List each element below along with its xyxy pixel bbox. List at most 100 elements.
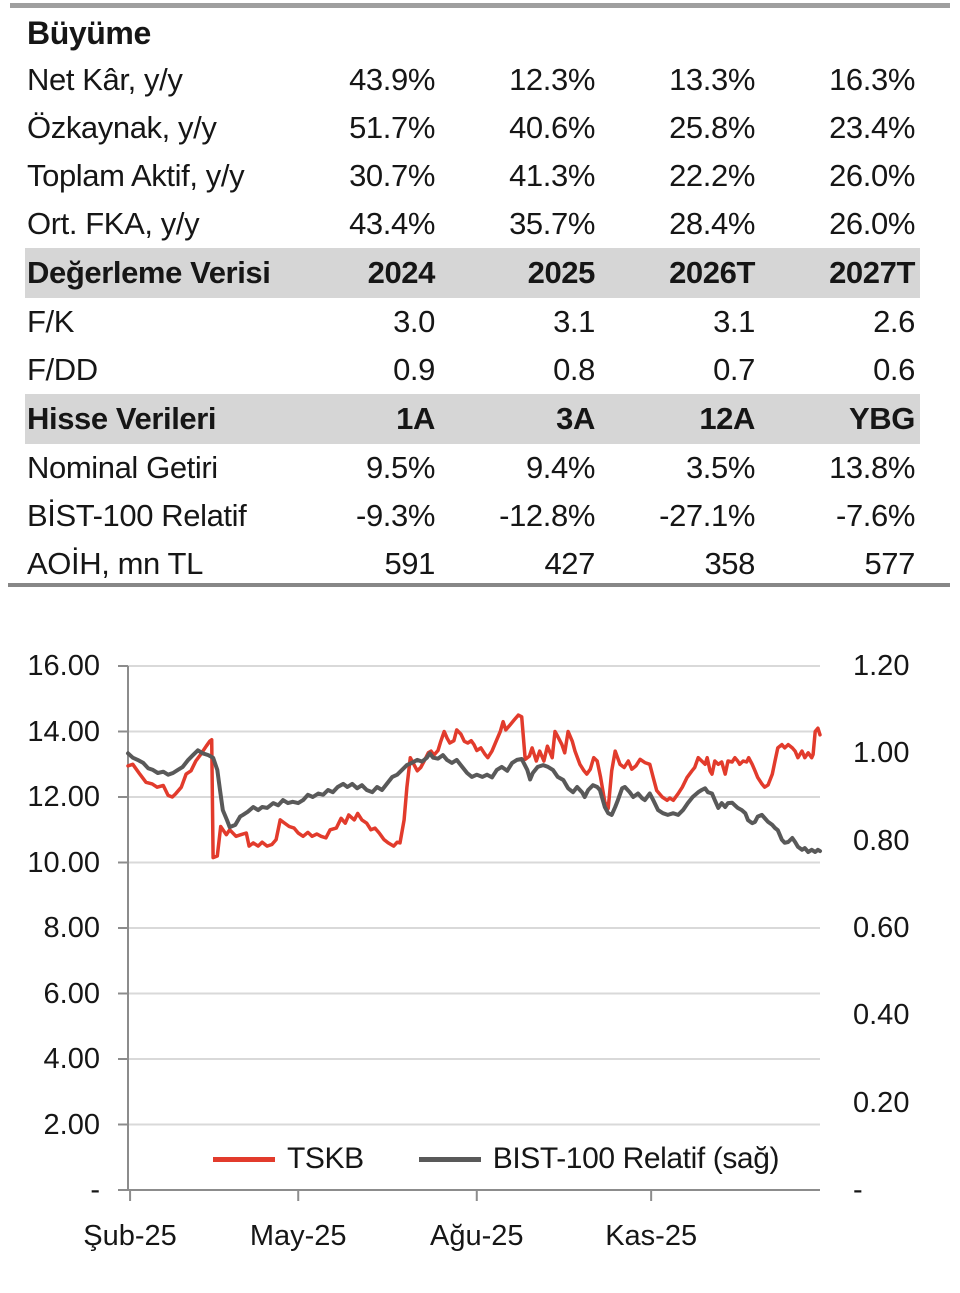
row-value: 43.9% bbox=[349, 62, 435, 97]
table-header-row: Hisse Verileri 1A 3A 12A YBG bbox=[25, 394, 920, 444]
row-value: 0.8 bbox=[553, 352, 595, 387]
row-value: 2027T bbox=[829, 255, 915, 290]
row-value: 0.6 bbox=[873, 352, 915, 387]
row-value: 2.6 bbox=[873, 304, 915, 339]
row-value: 26.0% bbox=[829, 206, 915, 241]
chart-legend: TSKB BIST-100 Relatif (sağ) bbox=[213, 1142, 779, 1176]
row-value: 26.0% bbox=[829, 158, 915, 193]
financial-table: Büyüme Net Kâr, y/y 43.9% 12.3% 13.3% 16.3% Öz… bbox=[25, 10, 920, 588]
x-axis-tick-label: Kas-25 bbox=[605, 1220, 698, 1252]
legend-item-bist100-relative: BIST-100 Relatif (sağ) bbox=[418, 1142, 780, 1176]
row-value: 30.7% bbox=[349, 158, 435, 193]
row-label: BİST-100 Relatif bbox=[27, 498, 247, 533]
legend-label-tskb: TSKB bbox=[287, 1142, 364, 1175]
row-value: 591 bbox=[384, 546, 435, 581]
price-chart: 16.00 14.00 12.00 10.00 8.00 6.00 4.00 2.00 - 1.… bbox=[0, 630, 960, 1293]
chart-canvas bbox=[118, 665, 822, 1201]
row-label: Özkaynak, y/y bbox=[27, 110, 217, 145]
row-value: 2025 bbox=[527, 255, 596, 290]
row-value: 13.3% bbox=[669, 62, 755, 97]
row-label: Büyüme bbox=[27, 14, 151, 51]
row-value: 577 bbox=[864, 546, 915, 581]
row-value: 12A bbox=[699, 401, 755, 436]
left-axis-tick-label: 8.00 bbox=[43, 912, 100, 944]
row-value: 3.1 bbox=[553, 304, 595, 339]
row-value: 0.9 bbox=[393, 352, 435, 387]
row-value: 16.3% bbox=[829, 62, 915, 97]
table-row: F/DD 0.9 0.8 0.7 0.6 bbox=[25, 346, 920, 394]
bist100-relative-line bbox=[126, 748, 822, 854]
table-row: Toplam Aktif, y/y 30.7% 41.3% 22.2% 26.0% bbox=[25, 152, 920, 200]
row-value: 2026T bbox=[669, 255, 755, 290]
row-value: 51.7% bbox=[349, 110, 435, 145]
row-value: 358 bbox=[704, 546, 755, 581]
left-axis-tick-label: 2.00 bbox=[43, 1108, 100, 1141]
right-axis-tick-label: 0.20 bbox=[853, 1086, 910, 1119]
row-value: 3.0 bbox=[393, 304, 435, 339]
left-axis-tick-label: 16.00 bbox=[27, 650, 100, 682]
table-row: Nominal Getiri 9.5% 9.4% 3.5% 13.8% bbox=[25, 444, 920, 492]
table-row: BİST-100 Relatif -9.3% -12.8% -27.1% -7.6% bbox=[25, 492, 920, 540]
row-value: 2024 bbox=[367, 255, 436, 290]
row-value: 1A bbox=[396, 401, 435, 436]
left-axis-tick-label: 6.00 bbox=[43, 977, 100, 1010]
row-label: AOİH, mn TL bbox=[27, 546, 203, 581]
row-value: 35.7% bbox=[509, 206, 595, 241]
row-label: Ort. FKA, y/y bbox=[27, 206, 200, 241]
right-axis-tick-label: - bbox=[853, 1174, 863, 1206]
x-axis-tick-label: May-25 bbox=[249, 1220, 347, 1252]
table-row: Ort. FKA, y/y 43.4% 35.7% 28.4% 26.0% bbox=[25, 200, 920, 248]
row-value: 0.7 bbox=[713, 352, 755, 387]
row-label: Net Kâr, y/y bbox=[27, 62, 183, 97]
row-value: YBG bbox=[849, 401, 915, 436]
row-value: 9.4% bbox=[525, 450, 595, 485]
x-axis-tick-label: Şub-25 bbox=[83, 1220, 177, 1252]
row-value: 43.4% bbox=[349, 206, 435, 241]
left-axis-tick-label: 4.00 bbox=[43, 1043, 100, 1075]
left-axis-tick-label: 14.00 bbox=[27, 715, 100, 748]
row-value: 22.2% bbox=[669, 158, 755, 193]
row-value: 3.1 bbox=[713, 304, 755, 339]
row-label: F/K bbox=[27, 304, 75, 339]
row-value: -12.8% bbox=[499, 498, 595, 533]
row-value: 41.3% bbox=[509, 158, 595, 193]
row-value: 3.5% bbox=[685, 450, 755, 485]
right-axis-tick-label: 1.00 bbox=[853, 737, 910, 770]
row-label: F/DD bbox=[27, 352, 98, 387]
left-axis-tick-label: - bbox=[90, 1174, 100, 1206]
table-row: Net Kâr, y/y 43.9% 12.3% 13.3% 16.3% bbox=[25, 56, 920, 104]
tskb-line-swatch bbox=[213, 1156, 275, 1162]
row-value: -9.3% bbox=[356, 498, 435, 533]
right-axis-tick-label: 0.40 bbox=[853, 999, 910, 1032]
row-value: 9.5% bbox=[365, 450, 435, 485]
table-row: AOİH, mn TL 591 427 358 577 bbox=[25, 540, 920, 588]
row-value: 3A bbox=[556, 401, 595, 436]
table-header-row: Değerleme Verisi 2024 2025 2026T 2027T bbox=[25, 248, 920, 298]
x-axis-tick-label: Ağu-25 bbox=[430, 1220, 524, 1252]
row-label: Hisse Verileri bbox=[27, 401, 217, 436]
left-axis-tick-label: 10.00 bbox=[27, 846, 100, 879]
right-axis-tick-label: 0.60 bbox=[853, 912, 910, 944]
table-top-border bbox=[10, 3, 950, 8]
legend-label-bist100-relative: BIST-100 Relatif (sağ) bbox=[492, 1142, 780, 1175]
table-bottom-border bbox=[8, 583, 950, 587]
row-value: 25.8% bbox=[669, 110, 755, 145]
row-label: Toplam Aktif, y/y bbox=[27, 158, 245, 193]
row-value: 28.4% bbox=[669, 206, 755, 241]
left-axis-tick-label: 12.00 bbox=[27, 781, 100, 813]
right-axis-tick-label: 1.20 bbox=[853, 650, 910, 682]
row-value: 12.3% bbox=[509, 62, 595, 97]
legend-item-tskb: TSKB bbox=[213, 1142, 364, 1176]
row-value: 13.8% bbox=[829, 450, 915, 485]
row-value: 23.4% bbox=[829, 110, 915, 145]
row-value: -7.6% bbox=[836, 498, 915, 533]
row-value: 427 bbox=[544, 546, 595, 581]
tskb-line bbox=[126, 713, 822, 860]
table-section-row: Büyüme bbox=[25, 10, 920, 56]
row-value: 40.6% bbox=[509, 110, 595, 145]
bist100-relative-line-swatch bbox=[418, 1156, 481, 1162]
table-row: F/K 3.0 3.1 3.1 2.6 bbox=[25, 298, 920, 346]
row-label: Değerleme Verisi bbox=[27, 255, 271, 290]
row-value: -27.1% bbox=[659, 498, 755, 533]
